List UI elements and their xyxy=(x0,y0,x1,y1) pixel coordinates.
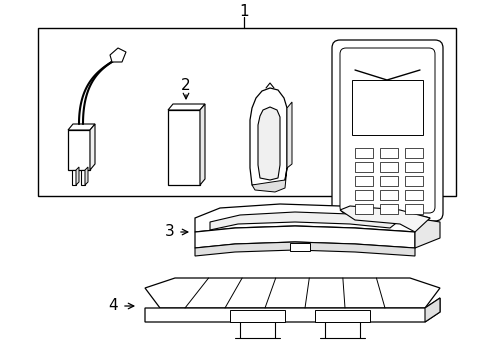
Polygon shape xyxy=(414,218,439,248)
Polygon shape xyxy=(339,206,429,232)
Bar xyxy=(379,148,397,158)
Bar xyxy=(354,148,372,158)
Bar xyxy=(404,162,422,172)
Bar xyxy=(314,310,369,322)
Polygon shape xyxy=(424,298,439,322)
Bar xyxy=(354,190,372,200)
Polygon shape xyxy=(209,212,399,230)
Polygon shape xyxy=(72,170,76,185)
Bar xyxy=(354,204,372,214)
Bar xyxy=(404,190,422,200)
Polygon shape xyxy=(249,88,286,188)
Bar xyxy=(379,204,397,214)
Polygon shape xyxy=(195,204,429,232)
Polygon shape xyxy=(90,124,95,170)
Polygon shape xyxy=(145,298,439,322)
Polygon shape xyxy=(168,110,200,185)
Polygon shape xyxy=(76,167,79,185)
Polygon shape xyxy=(110,48,126,62)
Polygon shape xyxy=(251,168,286,192)
Bar xyxy=(404,176,422,186)
Text: 1: 1 xyxy=(239,4,248,19)
Text: 3: 3 xyxy=(165,225,175,239)
Bar xyxy=(354,176,372,186)
Bar xyxy=(379,190,397,200)
Text: 2: 2 xyxy=(181,77,190,93)
FancyBboxPatch shape xyxy=(331,40,442,221)
Polygon shape xyxy=(68,130,90,170)
Bar xyxy=(351,80,422,135)
Text: 4: 4 xyxy=(108,298,118,314)
Bar xyxy=(289,243,309,251)
Polygon shape xyxy=(168,104,204,110)
FancyBboxPatch shape xyxy=(339,48,434,213)
Bar xyxy=(379,162,397,172)
Polygon shape xyxy=(85,167,88,185)
Polygon shape xyxy=(200,104,204,185)
Bar xyxy=(379,176,397,186)
Polygon shape xyxy=(195,226,414,248)
Polygon shape xyxy=(145,278,439,308)
Bar xyxy=(229,310,285,322)
Bar xyxy=(404,204,422,214)
Bar xyxy=(354,162,372,172)
Polygon shape xyxy=(195,242,414,256)
Bar xyxy=(38,28,455,196)
Bar xyxy=(404,148,422,158)
Polygon shape xyxy=(81,170,85,185)
Polygon shape xyxy=(286,102,291,168)
Polygon shape xyxy=(258,107,280,180)
Polygon shape xyxy=(68,124,95,130)
